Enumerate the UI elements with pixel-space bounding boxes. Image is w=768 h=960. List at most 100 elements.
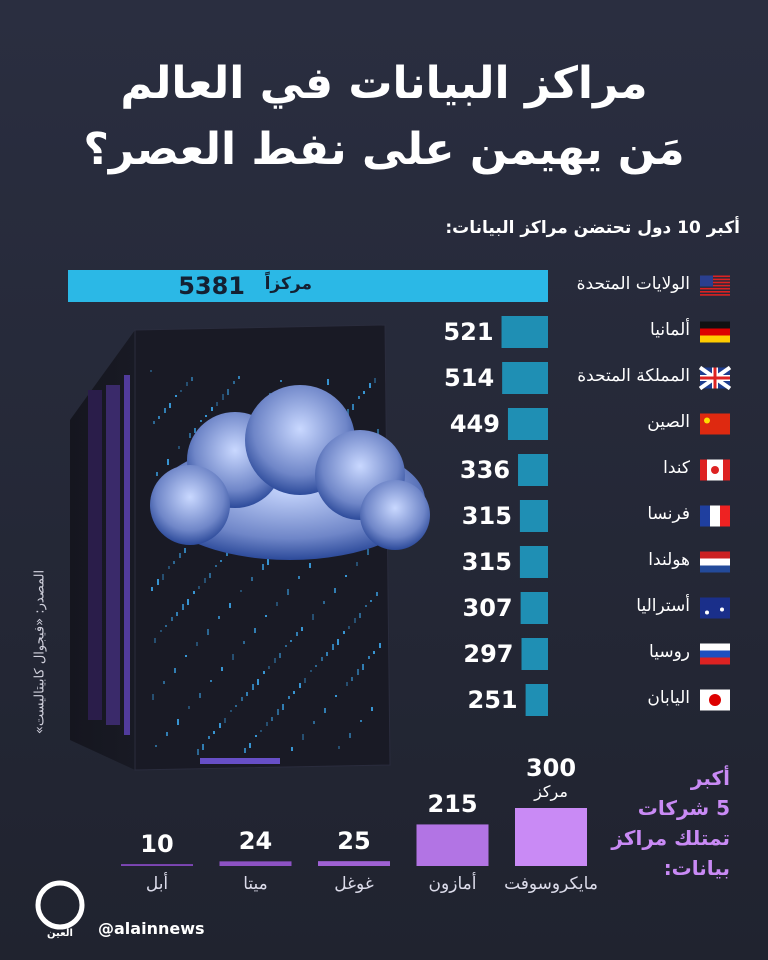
flag (700, 643, 730, 665)
chart-title-line: بيانات: (663, 856, 730, 880)
flag-stripe (700, 287, 730, 290)
category-label: أستراليا (636, 596, 690, 616)
bar (525, 684, 548, 716)
light-dot (368, 656, 370, 659)
flag (700, 597, 730, 619)
flag-bg (700, 597, 730, 619)
light-dot (198, 586, 200, 589)
light-dot (293, 691, 295, 694)
light-dot (241, 697, 243, 701)
category-label: الولايات المتحدة (576, 274, 690, 294)
subtitle: مَن يهيمن على نفط العصر؟ (83, 124, 685, 175)
value-label: 315 (461, 502, 512, 530)
light-dot (301, 627, 303, 631)
light-dot (332, 644, 334, 650)
light-dot (191, 377, 193, 381)
cloud (150, 385, 430, 560)
bar (515, 808, 587, 866)
light-dot (156, 472, 158, 476)
light-dot (240, 590, 242, 592)
light-dot (323, 601, 325, 604)
light-dot (151, 587, 153, 591)
chart-title-line: أكبر (690, 766, 730, 790)
bar (507, 408, 548, 440)
light-dot (360, 720, 362, 722)
light-dot (324, 708, 326, 713)
light-dot (153, 421, 155, 424)
chart-title: أكبر 10 دول تحتضن مراكز البيانات: (445, 218, 740, 238)
light-dot (349, 733, 351, 738)
light-dot (302, 734, 304, 740)
light-dot (357, 669, 359, 675)
light-dot (373, 651, 375, 654)
light-dot (337, 639, 339, 645)
light-dot (158, 416, 160, 419)
light-dot (169, 403, 171, 408)
light-dot (171, 617, 173, 621)
light-dot (220, 560, 222, 562)
light-dot (224, 718, 226, 723)
light-dot (274, 658, 276, 663)
light-dot (304, 678, 306, 683)
light-dot (199, 693, 201, 698)
light-dot (222, 394, 224, 400)
light-dot (187, 599, 189, 605)
flag-stripe (700, 643, 730, 651)
value-label: 25 (337, 827, 371, 856)
light-dot (238, 376, 240, 379)
light-dot (184, 548, 186, 553)
light-dot (152, 694, 154, 700)
flag (700, 551, 730, 573)
light-dot (351, 677, 353, 681)
source: المصدر: «فيجوال كابيتاليست» (32, 569, 48, 735)
light-dot (186, 382, 188, 386)
bar (318, 861, 390, 866)
light-dot (347, 409, 349, 415)
bar (501, 316, 548, 348)
light-dot (298, 576, 300, 579)
light-dot (189, 433, 191, 438)
flag (700, 505, 730, 527)
bar (416, 824, 489, 866)
light-dot (196, 642, 198, 646)
light-dot (202, 744, 204, 750)
light-dot (338, 746, 340, 749)
light-dot (346, 682, 348, 686)
light-dot (321, 657, 323, 661)
light-dot (173, 561, 175, 564)
flag-stripe (700, 321, 730, 329)
light-dot (315, 665, 317, 667)
light-dot (255, 735, 257, 737)
light-dot (165, 625, 167, 627)
light-dot (335, 695, 337, 697)
light-dot (312, 614, 314, 620)
light-dot (252, 684, 254, 690)
light-dot (215, 565, 217, 567)
flag-stripe (700, 294, 730, 296)
light-dot (260, 730, 262, 732)
flag-leaf (711, 466, 719, 474)
flag (698, 365, 732, 391)
light-dot (207, 629, 209, 635)
value-label: 449 (449, 410, 500, 438)
light-dot (358, 396, 360, 399)
light-dot (377, 429, 379, 435)
light-dot (219, 723, 221, 728)
flag-stripe (700, 284, 730, 287)
category-label: اليابان (647, 688, 690, 708)
flag-side (723, 459, 730, 481)
light-dot (162, 574, 164, 580)
chart-title-line: تمتلك مراكز (611, 826, 730, 850)
light-dot (229, 603, 231, 608)
light-dot (176, 612, 178, 616)
light-dot (157, 579, 159, 585)
light-dot (263, 671, 265, 674)
light-dot (362, 664, 364, 670)
light-dot (246, 692, 248, 696)
light-dot (296, 632, 298, 636)
light-dot (249, 743, 251, 748)
light-dot (227, 389, 229, 395)
value-label: 24 (238, 827, 273, 856)
light-dot (354, 618, 356, 623)
